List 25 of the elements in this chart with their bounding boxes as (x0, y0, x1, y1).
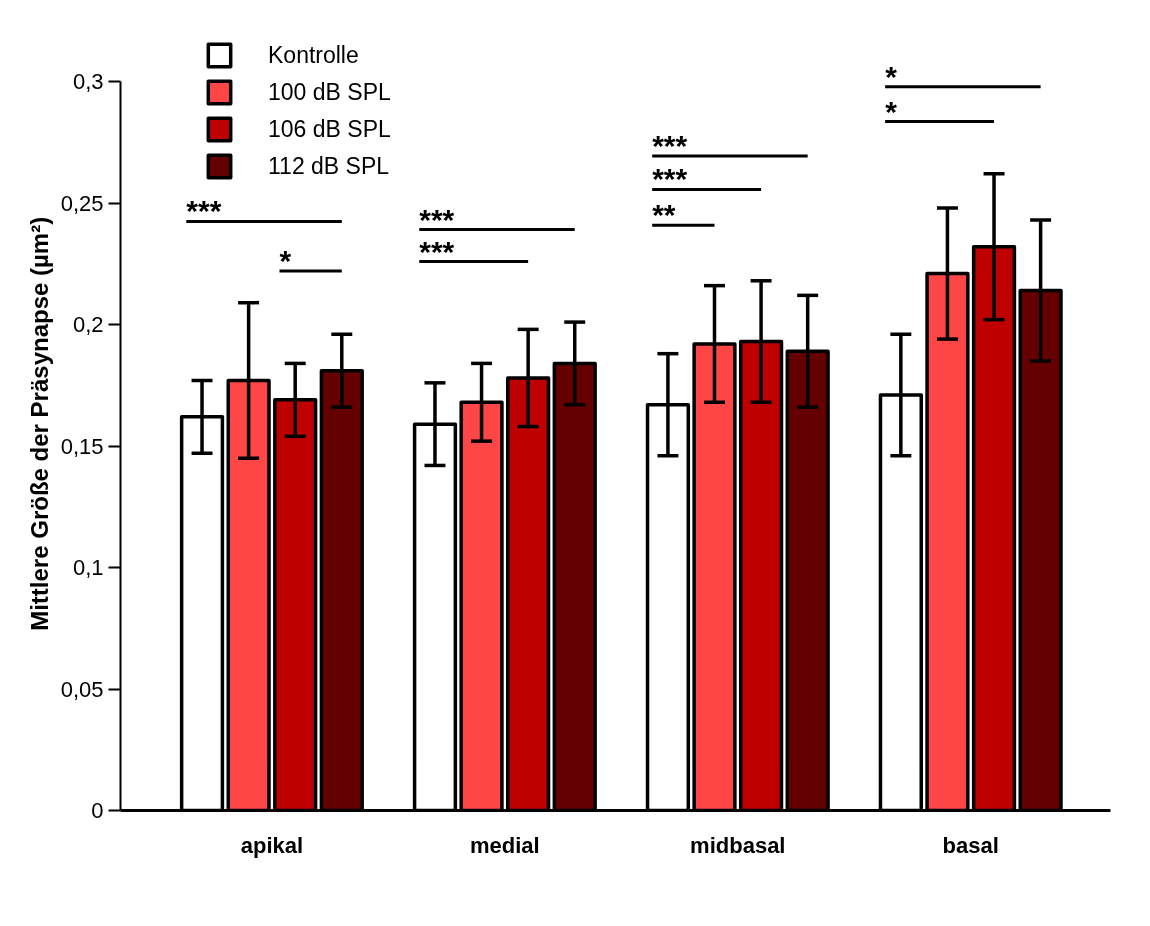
annotation: * (885, 59, 898, 93)
y-tick-label: 0,25 (60, 190, 104, 216)
annotation: *** (186, 194, 222, 228)
annotation: *** (419, 202, 455, 236)
annotation: *** (419, 234, 455, 268)
legend-label: 106 dB SPL (268, 115, 391, 143)
legend-label: Kontrolle (268, 41, 359, 69)
x-tick-label: medial (470, 832, 540, 858)
x-tick-label: midbasal (690, 832, 786, 858)
y-tick-label: 0,2 (72, 312, 104, 338)
annotation: * (885, 94, 898, 128)
annotation: *** (652, 128, 688, 162)
annotation: * (279, 244, 292, 278)
y-tick-label: 0 (91, 798, 104, 823)
x-tick-label: basal (942, 832, 999, 858)
y-axis-title: Mittlere Größe der Präsynapse (µm²) (25, 216, 53, 631)
y-tick-label: 0,3 (72, 69, 104, 95)
legend-label: 112 dB SPL (268, 152, 390, 180)
x-tick-label: apikal (240, 832, 304, 858)
annotation: ** (652, 198, 676, 232)
y-tick-label: 0,1 (72, 555, 104, 581)
legend-label: 100 dB SPL (268, 78, 391, 106)
annotation: *** (652, 162, 688, 196)
y-tick-label: 0,05 (60, 676, 104, 702)
y-tick-label: 0,15 (60, 433, 104, 459)
